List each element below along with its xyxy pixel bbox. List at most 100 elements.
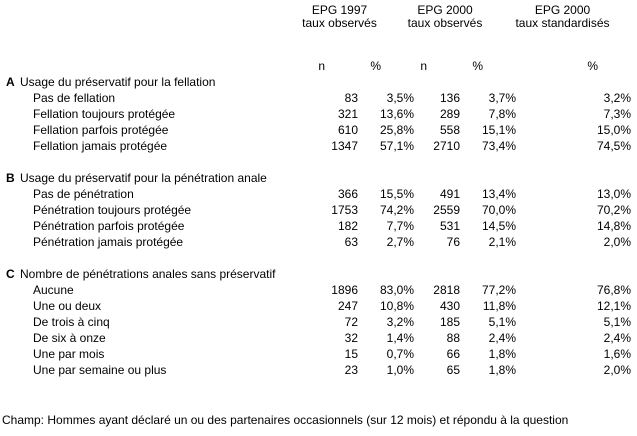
column-group-header-row: EPG 1997 taux observés EPG 2000 taux obs… — [0, 4, 637, 30]
section-title: Nombre de pénétrations anales sans prése… — [20, 267, 276, 281]
cell-pct-standardized: 3,2% — [603, 91, 631, 105]
section-penetration-anale: B Usage du préservatif pour la pénétratio… — [0, 170, 637, 250]
table-row: Pas de pénétration 366 15,5% 491 13,4% 1… — [0, 186, 637, 202]
cell-pct-standardized: 7,3% — [603, 107, 631, 121]
col-group-subtitle: taux observés — [407, 16, 483, 30]
col-group-epg2000-standardized: EPG 2000 taux standardisés — [505, 4, 620, 30]
cell-n-1997: 72 — [344, 315, 358, 329]
col-group-epg2000-observed: EPG 2000 taux observés — [394, 4, 496, 30]
section-header-row: B Usage du préservatif pour la pénétratio… — [0, 170, 637, 186]
cell-pct-1997: 3,2% — [386, 315, 414, 329]
cell-n-2000: 289 — [439, 107, 460, 121]
row-label: Pénétration parfois protégée — [33, 219, 185, 233]
cell-n-1997: 63 — [344, 235, 358, 249]
cell-n-1997: 1753 — [331, 203, 358, 217]
cell-n-2000: 66 — [446, 347, 460, 361]
table-row: Fellation parfois protégée 610 25,8% 558… — [0, 122, 637, 138]
cell-n-2000: 491 — [439, 187, 460, 201]
cell-n-2000: 76 — [446, 235, 460, 249]
cell-pct-1997: 83,0% — [379, 283, 414, 297]
cell-n-2000: 136 — [439, 91, 460, 105]
table-row: Aucune 1896 83,0% 2818 77,2% 76,8% — [0, 282, 637, 298]
row-label: Une par semaine ou plus — [33, 363, 167, 377]
subheader-pct-standardized: % — [587, 59, 598, 73]
cell-n-2000: 65 — [446, 363, 460, 377]
row-label: Fellation parfois protégée — [33, 123, 169, 137]
row-label: De six à onze — [33, 331, 106, 345]
cell-pct-standardized: 15,0% — [596, 123, 631, 137]
subheader-pct-1997: % — [370, 59, 381, 73]
subheader-spacer — [0, 58, 292, 74]
subheader-n-2000: n — [420, 59, 427, 73]
table-row: Fellation jamais protégée 1347 57,1% 271… — [0, 138, 637, 154]
cell-pct-1997: 2,7% — [386, 235, 414, 249]
row-label: Une par mois — [33, 347, 105, 361]
cell-n-1997: 366 — [337, 187, 358, 201]
col-group-title: EPG 2000 — [417, 3, 473, 17]
row-label: De trois à cinq — [33, 315, 110, 329]
table-row: Pénétration jamais protégée 63 2,7% 76 2… — [0, 234, 637, 250]
cell-n-1997: 321 — [337, 107, 358, 121]
cell-n-1997: 15 — [344, 347, 358, 361]
cell-pct-standardized: 2,0% — [603, 235, 631, 249]
cell-n-2000: 2559 — [433, 203, 460, 217]
section-letter: C — [6, 267, 15, 281]
col-group-subtitle: taux observés — [302, 16, 377, 30]
cell-pct-standardized: 5,1% — [603, 315, 631, 329]
cell-pct-standardized: 76,8% — [596, 283, 631, 297]
subheader-n-1997: n — [318, 59, 325, 73]
cell-pct-2000: 2,1% — [488, 235, 516, 249]
cell-pct-2000: 13,4% — [481, 187, 516, 201]
cell-n-2000: 2710 — [433, 139, 460, 153]
row-label: Fellation jamais protégée — [33, 139, 168, 153]
cell-pct-standardized: 1,6% — [603, 347, 631, 361]
cell-n-2000: 531 — [439, 219, 460, 233]
table-row: Une par semaine ou plus 23 1,0% 65 1,8% … — [0, 362, 637, 378]
row-label: Pas de fellation — [33, 91, 116, 105]
cell-n-1997: 23 — [344, 363, 358, 377]
cell-pct-2000: 77,2% — [481, 283, 516, 297]
subheader-row: n % n % % — [0, 58, 637, 74]
cell-n-2000: 88 — [446, 331, 460, 345]
cell-pct-1997: 7,7% — [386, 219, 414, 233]
cell-pct-2000: 5,1% — [488, 315, 516, 329]
table-row: Fellation toujours protégée 321 13,6% 28… — [0, 106, 637, 122]
cell-pct-standardized: 2,4% — [603, 331, 631, 345]
row-label: Aucune — [33, 283, 74, 297]
col-group-title: EPG 1997 — [311, 3, 368, 17]
cell-pct-1997: 57,1% — [379, 139, 414, 153]
cell-pct-1997: 3,5% — [386, 91, 414, 105]
table-row: Pas de fellation 83 3,5% 136 3,7% 3,2% — [0, 90, 637, 106]
row-label: Une ou deux — [33, 299, 102, 313]
section-nombre-penetrations: C Nombre de pénétrations anales sans prés… — [0, 266, 637, 378]
section-header-row: A Usage du préservatif pour la fellation — [0, 74, 637, 90]
cell-pct-1997: 0,7% — [386, 347, 414, 361]
table-row: Pénétration toujours protégée 1753 74,2%… — [0, 202, 637, 218]
cell-pct-standardized: 12,1% — [596, 299, 631, 313]
cell-n-2000: 430 — [439, 299, 460, 313]
cell-pct-2000: 70,0% — [481, 203, 516, 217]
cell-pct-standardized: 13,0% — [596, 187, 631, 201]
cell-n-2000: 185 — [439, 315, 460, 329]
table-row: Une par mois 15 0,7% 66 1,8% 1,6% — [0, 346, 637, 362]
cell-n-1997: 32 — [344, 331, 358, 345]
cell-pct-standardized: 2,0% — [603, 363, 631, 377]
table-row: Pénétration parfois protégée 182 7,7% 53… — [0, 218, 637, 234]
cell-n-1997: 610 — [337, 123, 358, 137]
cell-pct-standardized: 74,5% — [596, 139, 631, 153]
cell-pct-2000: 2,4% — [488, 331, 516, 345]
section-header-row: C Nombre de pénétrations anales sans prés… — [0, 266, 637, 282]
table-row: De six à onze 32 1,4% 88 2,4% 2,4% — [0, 330, 637, 346]
cell-n-1997: 247 — [337, 299, 358, 313]
cell-pct-2000: 73,4% — [481, 139, 516, 153]
cell-pct-2000: 3,7% — [488, 91, 516, 105]
row-label: Pas de pénétration — [33, 187, 134, 201]
section-fellation: A Usage du préservatif pour la fellation … — [0, 74, 637, 154]
cell-pct-1997: 25,8% — [379, 123, 414, 137]
cell-pct-2000: 1,8% — [488, 363, 516, 377]
section-letter: A — [6, 75, 15, 89]
col-group-subtitle: taux standardisés — [515, 16, 610, 30]
cell-n-1997: 1896 — [331, 283, 358, 297]
table-row: Une ou deux 247 10,8% 430 11,8% 12,1% — [0, 298, 637, 314]
